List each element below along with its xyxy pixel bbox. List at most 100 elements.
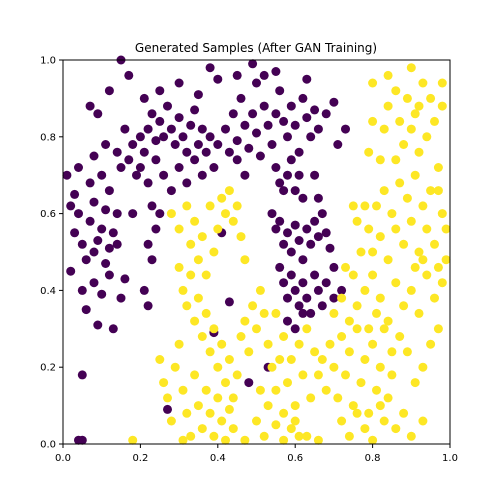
data-point bbox=[426, 186, 436, 196]
data-point bbox=[240, 316, 250, 326]
data-point bbox=[360, 285, 370, 295]
data-point bbox=[240, 170, 250, 180]
data-point bbox=[120, 124, 130, 134]
data-point bbox=[248, 59, 258, 69]
data-point bbox=[178, 435, 188, 445]
data-point bbox=[422, 270, 432, 280]
data-point bbox=[77, 370, 87, 380]
data-point bbox=[437, 78, 447, 88]
data-point bbox=[286, 424, 296, 434]
data-point bbox=[406, 124, 416, 134]
data-point bbox=[275, 178, 285, 188]
y-tick-label: 0.6 bbox=[40, 209, 56, 220]
data-point bbox=[360, 355, 370, 364]
data-point bbox=[221, 209, 230, 219]
data-point bbox=[201, 308, 211, 318]
data-point bbox=[433, 163, 443, 172]
data-point bbox=[174, 339, 184, 349]
data-point bbox=[182, 408, 192, 418]
data-point bbox=[290, 416, 300, 426]
data-point bbox=[182, 147, 192, 157]
data-point bbox=[93, 320, 103, 330]
data-point bbox=[387, 209, 397, 219]
data-point bbox=[344, 316, 354, 326]
data-point bbox=[283, 378, 292, 388]
data-point bbox=[128, 140, 138, 149]
data-point bbox=[163, 393, 172, 403]
chart-title: Generated Samples (After GAN Training) bbox=[135, 41, 377, 55]
data-point bbox=[414, 308, 424, 318]
data-point bbox=[298, 193, 308, 203]
y-tick-label: 0.2 bbox=[40, 363, 56, 374]
data-point bbox=[232, 370, 242, 380]
data-point bbox=[430, 116, 439, 126]
data-point bbox=[213, 74, 223, 84]
data-point bbox=[356, 247, 366, 257]
data-point bbox=[252, 128, 261, 138]
data-point bbox=[391, 278, 401, 288]
data-point bbox=[313, 193, 323, 203]
data-point bbox=[341, 262, 350, 272]
data-point bbox=[128, 435, 138, 445]
data-point bbox=[232, 70, 242, 80]
data-point bbox=[399, 301, 409, 311]
data-point bbox=[286, 155, 296, 165]
data-point bbox=[77, 285, 87, 295]
data-point bbox=[77, 239, 87, 249]
y-tick-label: 0.8 bbox=[40, 132, 56, 143]
data-point bbox=[290, 324, 300, 334]
data-point bbox=[236, 332, 246, 341]
data-point bbox=[174, 262, 184, 272]
data-point bbox=[372, 385, 381, 395]
data-point bbox=[418, 255, 428, 265]
data-point bbox=[379, 186, 389, 196]
data-point bbox=[217, 416, 227, 426]
data-point bbox=[159, 170, 169, 180]
data-point bbox=[232, 136, 242, 146]
data-point bbox=[190, 316, 200, 326]
data-point bbox=[364, 324, 374, 334]
x-axis: 0.0 0.2 0.4 0.6 0.8 1.0 bbox=[55, 444, 458, 464]
data-point bbox=[313, 285, 323, 295]
x-tick-label: 0.2 bbox=[132, 453, 148, 464]
data-point bbox=[89, 278, 99, 288]
data-point bbox=[209, 324, 219, 334]
data-point bbox=[414, 247, 424, 257]
data-point bbox=[329, 362, 339, 372]
data-point bbox=[364, 224, 374, 234]
data-point bbox=[186, 270, 196, 280]
data-point bbox=[224, 355, 234, 364]
data-point bbox=[399, 239, 409, 249]
data-point bbox=[170, 362, 180, 372]
data-point bbox=[66, 201, 76, 211]
data-point bbox=[418, 78, 428, 88]
data-point bbox=[139, 93, 149, 103]
data-point bbox=[298, 255, 308, 265]
data-point bbox=[228, 424, 238, 434]
data-point bbox=[193, 255, 203, 265]
data-point bbox=[70, 189, 80, 199]
data-point bbox=[437, 101, 447, 111]
data-point bbox=[97, 170, 107, 180]
data-point bbox=[286, 101, 296, 111]
data-point bbox=[155, 209, 165, 219]
data-point bbox=[244, 347, 254, 357]
data-point bbox=[221, 124, 230, 134]
data-point bbox=[329, 97, 339, 107]
data-point bbox=[375, 401, 385, 411]
data-point bbox=[399, 408, 409, 418]
data-point bbox=[244, 143, 254, 153]
data-point bbox=[302, 293, 312, 303]
data-point bbox=[228, 109, 238, 119]
data-point bbox=[271, 308, 281, 318]
data-point bbox=[89, 151, 99, 161]
data-point bbox=[321, 278, 331, 288]
data-point bbox=[383, 393, 393, 403]
data-point bbox=[279, 116, 289, 126]
data-point bbox=[283, 228, 292, 238]
data-point bbox=[406, 63, 416, 73]
data-point bbox=[77, 435, 87, 445]
data-point bbox=[93, 236, 103, 245]
data-point bbox=[174, 113, 184, 123]
